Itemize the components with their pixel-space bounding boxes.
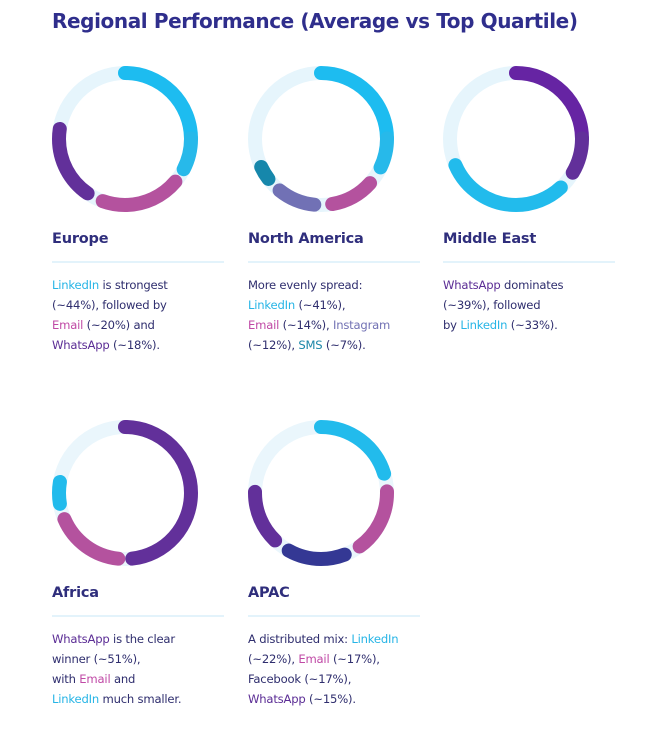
donut-chart-apac bbox=[248, 417, 400, 569]
desc-text: (~12%), bbox=[248, 338, 299, 352]
desc-text: (~22%), bbox=[248, 652, 299, 666]
desc-text: Facebook (~17%), bbox=[248, 672, 352, 686]
desc-text: winner (~51%), bbox=[52, 652, 141, 666]
arc-linkedin bbox=[443, 66, 589, 212]
channel-instagram: Instagram bbox=[332, 318, 391, 332]
region-description: WhatsApp is the clear winner (~51%), wit… bbox=[52, 629, 232, 709]
region-name: Africa bbox=[52, 585, 99, 601]
desc-text: (~41%), bbox=[295, 298, 346, 312]
region-name: North America bbox=[248, 231, 364, 247]
channel-email: Email bbox=[52, 318, 84, 332]
arc-email bbox=[52, 420, 198, 566]
channel-whatsapp: WhatsApp bbox=[443, 278, 501, 292]
channel-whatsapp: WhatsApp bbox=[248, 692, 306, 706]
region-name: Europe bbox=[52, 231, 109, 247]
arc-linkedin bbox=[248, 420, 394, 566]
desc-text: (~33%). bbox=[507, 318, 558, 332]
arc-linkedin bbox=[52, 420, 198, 566]
region-name: APAC bbox=[248, 585, 290, 601]
desc-text: (~7%). bbox=[322, 338, 366, 352]
divider bbox=[248, 261, 420, 263]
desc-text: (~14%), bbox=[279, 318, 333, 332]
arc-linkedin bbox=[52, 66, 198, 212]
channel-linkedin: LinkedIn bbox=[460, 318, 508, 332]
arc-whatsapp bbox=[248, 420, 394, 566]
desc-text: More evenly spread: bbox=[248, 278, 363, 292]
divider bbox=[443, 261, 615, 263]
region-description: WhatsApp dominates (~39%), followed by L… bbox=[443, 275, 623, 335]
arc-instagram bbox=[248, 66, 394, 212]
donut-chart-north-america bbox=[248, 63, 400, 215]
desc-text: with bbox=[52, 672, 80, 686]
channel-linkedin: LinkedIn bbox=[351, 632, 399, 646]
arc-email bbox=[52, 66, 198, 212]
desc-text: is the clear bbox=[109, 632, 175, 646]
desc-text: A distributed mix: bbox=[248, 632, 352, 646]
donut-chart-africa bbox=[52, 417, 204, 569]
channel-whatsapp: WhatsApp bbox=[52, 338, 110, 352]
page-title: Regional Performance (Average vs Top Qua… bbox=[52, 9, 578, 33]
region-description: A distributed mix: LinkedIn (~22%), Emai… bbox=[248, 629, 428, 709]
desc-text: (~44%), followed by bbox=[52, 298, 167, 312]
region-name: Middle East bbox=[443, 231, 537, 247]
channel-email: Email bbox=[79, 672, 111, 686]
desc-text: by bbox=[443, 318, 461, 332]
channel-linkedin: LinkedIn bbox=[52, 692, 99, 706]
arc-email bbox=[248, 420, 394, 566]
divider bbox=[248, 615, 420, 617]
desc-text: (~15%). bbox=[305, 692, 356, 706]
channel-sms: SMS bbox=[298, 338, 323, 352]
arc-whatsapp bbox=[443, 66, 589, 212]
arc-facebook bbox=[248, 420, 394, 566]
desc-text: (~18%). bbox=[109, 338, 160, 352]
divider bbox=[52, 615, 224, 617]
region-description: More evenly spread: LinkedIn (~41%), Ema… bbox=[248, 275, 428, 355]
donut-chart-middle-east bbox=[443, 63, 595, 215]
arc-whatsapp bbox=[52, 66, 198, 212]
channel-linkedin: LinkedIn bbox=[52, 278, 99, 292]
desc-text: dominates bbox=[500, 278, 564, 292]
desc-text: is strongest bbox=[99, 278, 168, 292]
desc-text: much smaller. bbox=[99, 692, 182, 706]
channel-email: Email bbox=[298, 652, 330, 666]
desc-text: and bbox=[110, 672, 136, 686]
channel-linkedin: LinkedIn bbox=[248, 298, 295, 312]
desc-text: (~17%), bbox=[329, 652, 380, 666]
desc-text: (~20%) and bbox=[83, 318, 155, 332]
arc-linkedin bbox=[248, 66, 394, 212]
divider bbox=[52, 261, 224, 263]
channel-email: Email bbox=[248, 318, 280, 332]
donut-chart-europe bbox=[52, 63, 204, 215]
channel-whatsapp: WhatsApp bbox=[52, 632, 110, 646]
desc-text: (~39%), followed bbox=[443, 298, 541, 312]
region-description: LinkedIn is strongest (~44%), followed b… bbox=[52, 275, 232, 355]
